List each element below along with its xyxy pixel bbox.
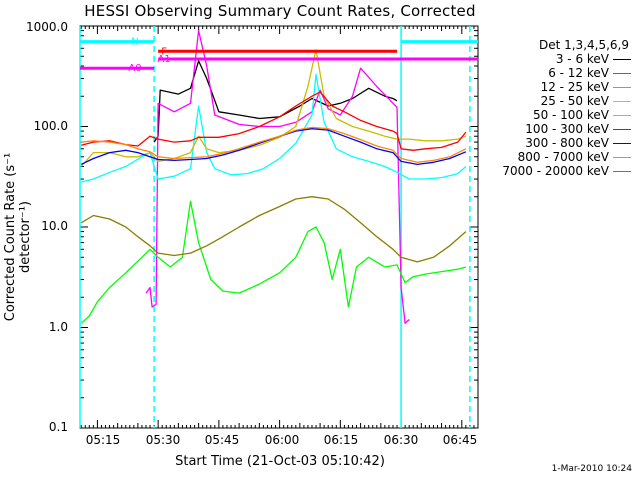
x-tick-label: 06:30 (383, 433, 419, 447)
y-tick-label: 1.0 (48, 320, 68, 334)
legend-label: 25 - 50 keV (540, 94, 609, 108)
state-label-a0: A0 (128, 63, 141, 74)
legend-item: 7000 - 20000 keV (480, 164, 635, 178)
legend-label: 12 - 25 keV (540, 80, 609, 94)
legend-item: 50 - 100 keV (480, 108, 635, 122)
legend-label: 7000 - 20000 keV (502, 164, 609, 178)
legend-swatch (613, 157, 631, 158)
series-line-1 (153, 60, 398, 143)
legend-label: 50 - 100 keV (532, 108, 609, 122)
legend: Det 1,3,4,5,6,9 3 - 6 keV 6 - 12 keV 12 - … (480, 38, 635, 178)
legend-swatch (613, 143, 631, 144)
series-line-3 (80, 200, 467, 324)
series-line-5 (80, 49, 467, 167)
legend-title: Det 1,3,4,5,6,9 (538, 38, 629, 52)
series-line-8 (81, 126, 467, 163)
state-label-n: N (131, 37, 138, 48)
x-axis-label: Start Time (21-Oct-03 05:10:42) (175, 454, 385, 469)
y-tick-label: 100.0 (33, 119, 68, 133)
series-line-2 (145, 29, 410, 324)
state-label-a1: A1 (158, 54, 171, 65)
legend-label: 100 - 300 keV (525, 122, 609, 136)
legend-item: 6 - 12 keV (480, 66, 635, 80)
x-tick-label: 05:30 (145, 433, 181, 447)
legend-label: 300 - 800 keV (525, 136, 609, 150)
x-tick-label: 06:00 (264, 433, 300, 447)
legend-item: 800 - 7000 keV (480, 150, 635, 164)
x-tick-label: 05:15 (85, 433, 121, 447)
legend-swatch (613, 59, 631, 60)
legend-swatch (613, 129, 631, 130)
legend-item: 300 - 800 keV (480, 136, 635, 150)
legend-item: 100 - 300 keV (480, 122, 635, 136)
legend-item: 3 - 6 keV (480, 52, 635, 66)
y-tick-label: 1000.0 (26, 20, 68, 34)
x-tick-label: 06:15 (323, 433, 359, 447)
legend-label: 800 - 7000 keV (517, 150, 609, 164)
plot-frame (79, 25, 479, 429)
series-line-4 (81, 73, 467, 183)
series-line-6 (81, 91, 467, 151)
series-line-9 (80, 196, 467, 263)
legend-label: 3 - 6 keV (555, 52, 609, 66)
legend-item: 12 - 25 keV (480, 80, 635, 94)
legend-swatch (613, 171, 631, 172)
generation-timestamp: 1-Mar-2010 10:24 (551, 464, 632, 474)
y-tick-label: 0.1 (48, 420, 68, 434)
state-label-f: F (161, 46, 167, 57)
legend-label: 6 - 12 keV (548, 66, 609, 80)
x-tick-label: 06:45 (442, 433, 478, 447)
y-tick-label: 10.0 (41, 219, 68, 233)
legend-item: 25 - 50 keV (480, 94, 635, 108)
legend-swatch (613, 73, 631, 74)
legend-swatch (613, 115, 631, 116)
legend-swatch (613, 101, 631, 102)
legend-swatch (613, 87, 631, 88)
chart-title: HESSI Observing Summary Count Rates, Cor… (84, 2, 476, 20)
x-tick-label: 05:45 (204, 433, 240, 447)
